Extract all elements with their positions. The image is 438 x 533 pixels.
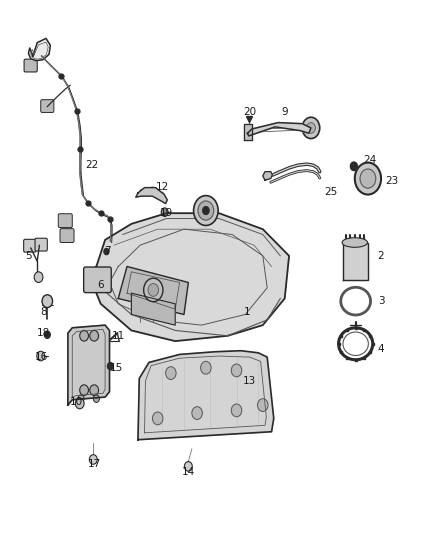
FancyBboxPatch shape [58, 214, 72, 228]
Text: 14: 14 [182, 467, 195, 477]
Circle shape [184, 462, 192, 471]
Circle shape [258, 399, 268, 411]
Circle shape [161, 208, 168, 216]
Text: 7: 7 [104, 246, 111, 255]
Circle shape [34, 272, 43, 282]
Circle shape [93, 395, 99, 402]
Text: 8: 8 [40, 307, 47, 317]
Ellipse shape [342, 238, 367, 247]
Polygon shape [247, 123, 311, 136]
Text: 9: 9 [281, 107, 288, 117]
Circle shape [152, 412, 163, 425]
Polygon shape [138, 351, 274, 440]
Text: 16: 16 [35, 352, 48, 362]
Circle shape [104, 248, 109, 255]
Text: 23: 23 [385, 176, 399, 186]
Circle shape [144, 278, 163, 302]
Text: 24: 24 [364, 155, 377, 165]
Text: 25: 25 [324, 187, 337, 197]
Text: 2: 2 [378, 251, 385, 261]
Text: 15: 15 [110, 363, 123, 373]
FancyBboxPatch shape [24, 239, 36, 252]
Circle shape [90, 330, 99, 341]
Circle shape [192, 407, 202, 419]
Circle shape [37, 351, 45, 361]
Circle shape [80, 330, 88, 341]
Text: 11: 11 [112, 331, 125, 341]
Circle shape [89, 455, 97, 464]
Circle shape [231, 404, 242, 417]
Circle shape [139, 189, 145, 197]
Polygon shape [68, 325, 110, 405]
Text: 20: 20 [243, 107, 256, 117]
Circle shape [75, 398, 84, 409]
Circle shape [148, 284, 159, 296]
Polygon shape [92, 213, 289, 341]
FancyBboxPatch shape [24, 59, 37, 72]
Circle shape [202, 206, 209, 215]
Circle shape [201, 361, 211, 374]
Polygon shape [131, 293, 175, 325]
Circle shape [194, 196, 218, 225]
FancyBboxPatch shape [60, 229, 74, 243]
Circle shape [307, 123, 315, 133]
Text: 17: 17 [88, 459, 101, 469]
Circle shape [244, 125, 250, 131]
Circle shape [78, 395, 84, 402]
Circle shape [158, 192, 164, 199]
Text: 1: 1 [244, 307, 251, 317]
Text: 4: 4 [378, 344, 385, 354]
Polygon shape [263, 172, 272, 180]
Circle shape [166, 367, 176, 379]
Text: 10: 10 [70, 398, 83, 407]
Text: 18: 18 [37, 328, 50, 338]
Circle shape [350, 162, 357, 171]
Text: 3: 3 [378, 296, 385, 306]
Polygon shape [28, 38, 50, 61]
Polygon shape [118, 266, 188, 314]
Circle shape [149, 187, 155, 195]
FancyBboxPatch shape [35, 238, 47, 251]
Text: 5: 5 [25, 251, 32, 261]
Circle shape [80, 385, 88, 395]
Circle shape [42, 295, 53, 308]
Text: 12: 12 [155, 182, 169, 191]
Circle shape [90, 385, 99, 395]
Circle shape [107, 362, 113, 370]
Circle shape [355, 163, 381, 195]
Text: 22: 22 [85, 160, 99, 170]
Text: 13: 13 [243, 376, 256, 386]
Text: 19: 19 [160, 208, 173, 218]
Circle shape [198, 201, 214, 220]
Polygon shape [136, 188, 167, 204]
Text: 6: 6 [97, 280, 104, 290]
Circle shape [44, 331, 50, 338]
Circle shape [360, 169, 376, 188]
Polygon shape [343, 243, 368, 280]
Circle shape [302, 117, 320, 139]
Polygon shape [244, 124, 252, 140]
FancyBboxPatch shape [41, 100, 54, 112]
FancyBboxPatch shape [84, 267, 111, 293]
Circle shape [244, 132, 250, 139]
Circle shape [231, 364, 242, 377]
